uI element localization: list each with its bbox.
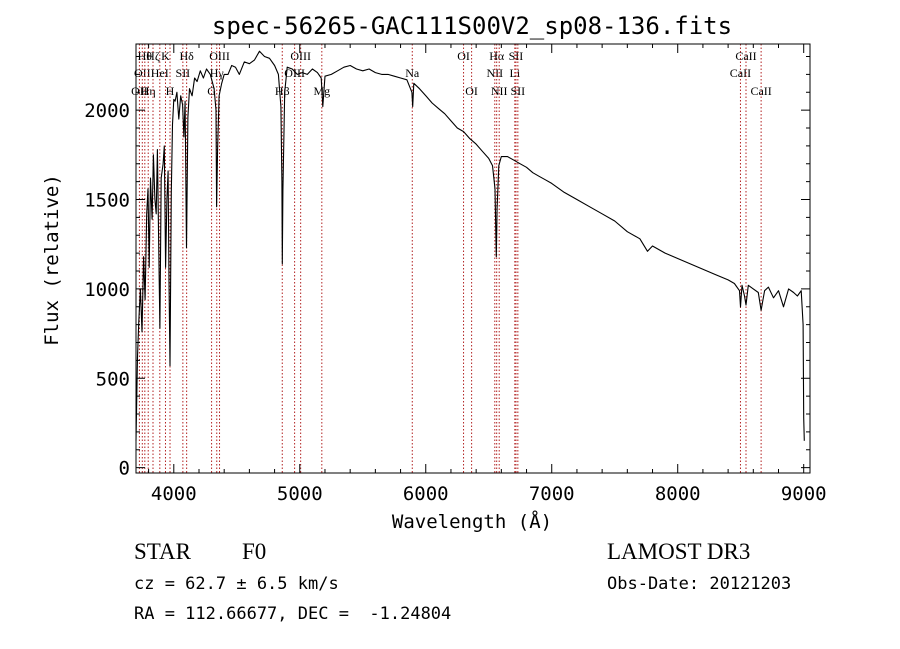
line-label: Hζ xyxy=(146,49,160,63)
line-markers: OIIOIIHθHηHζHeIKHSIIHδGHγOIIIHβOIIIOIIIM… xyxy=(131,44,772,473)
line-label: Hη xyxy=(141,84,156,98)
line-label: CaII xyxy=(750,84,771,98)
x-tick-label: 9000 xyxy=(781,483,827,505)
redshift-velocity: cz = 62.7 ± 6.5 km/s xyxy=(134,574,339,594)
line-label: OII xyxy=(131,84,148,98)
x-tick-label: 7000 xyxy=(529,483,575,505)
line-label: NII xyxy=(486,66,503,80)
line-label: OIII xyxy=(290,49,311,63)
coordinates: RA = 112.66677, DEC = -1.24804 xyxy=(134,604,452,624)
line-label: Na xyxy=(405,66,420,80)
line-label: H xyxy=(166,84,175,98)
chart-title: spec-56265-GAC111S00V2_sp08-136.fits xyxy=(212,12,732,40)
line-label: SII xyxy=(511,84,526,98)
line-label: OIII xyxy=(209,49,230,63)
spectral-subclass: F0 xyxy=(242,539,267,564)
line-label: Hα xyxy=(489,49,505,63)
y-tick-label: 0 xyxy=(119,458,130,480)
plot-frame xyxy=(135,43,811,474)
line-label: OI xyxy=(465,84,478,98)
spectrum-line xyxy=(135,50,805,441)
line-label: Hγ xyxy=(210,66,225,80)
line-label: G xyxy=(207,84,216,98)
y-axis-label: Flux (relative) xyxy=(41,174,63,346)
x-tick-label: 8000 xyxy=(655,483,701,505)
line-label: SII xyxy=(509,49,524,63)
line-label: OIII xyxy=(284,66,305,80)
line-label: SII xyxy=(176,66,191,80)
y-tick-label: 1500 xyxy=(84,190,130,212)
line-label: Hδ xyxy=(179,49,194,63)
observation-date: Obs-Date: 20121203 xyxy=(607,574,792,594)
y-tick-label: 2000 xyxy=(84,100,130,122)
x-tick-label: 6000 xyxy=(403,483,449,505)
y-tick-label: 1000 xyxy=(84,279,130,301)
line-label: OI xyxy=(457,49,470,63)
line-label: CaII xyxy=(730,66,751,80)
line-label: Hβ xyxy=(275,84,290,98)
axes: 4000 5000 6000 7000 8000 9000 0 500 1000 1500 2000 xyxy=(84,43,827,505)
y-tick-label: 500 xyxy=(96,368,130,390)
object-class: STAR xyxy=(134,539,191,564)
line-label: K xyxy=(161,49,170,63)
x-tick-label: 4000 xyxy=(151,483,197,505)
x-tick-label: 5000 xyxy=(277,483,323,505)
line-label: CaII xyxy=(735,49,756,63)
spectrum-layer xyxy=(135,50,805,441)
line-label: Li xyxy=(509,66,520,80)
line-label: HeI xyxy=(151,66,169,80)
x-axis-label: Wavelength (Å) xyxy=(392,510,552,533)
line-label: NII xyxy=(491,84,508,98)
survey-label: LAMOST DR3 xyxy=(607,539,751,564)
line-label: OII xyxy=(134,66,151,80)
